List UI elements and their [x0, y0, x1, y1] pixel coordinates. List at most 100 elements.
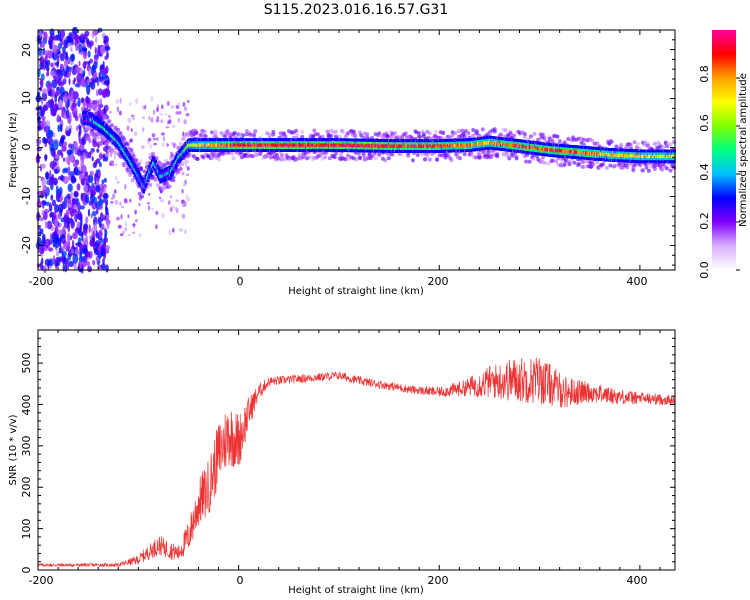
spectrogram-cell [117, 224, 122, 229]
spectrogram-cell [79, 39, 86, 44]
spectrogram-cell [94, 36, 98, 43]
spectrogram-cell [411, 158, 415, 163]
spectrogram-cell [44, 50, 51, 56]
spectrogram-cell [89, 43, 92, 50]
spectrogram-cell [69, 36, 73, 43]
spectrogram-cell [74, 34, 80, 45]
spectrogram-cell [51, 199, 57, 207]
spectrogram-cell [63, 176, 69, 184]
spectrogram-cell [231, 156, 236, 161]
spectrogram-cell [119, 233, 124, 237]
spectrogram-cell [541, 132, 545, 137]
spectrogram-cell [385, 134, 390, 139]
spectrogram-cell [155, 118, 160, 123]
spectrogram-cell [104, 156, 109, 162]
spectrogram-cell [418, 134, 423, 139]
spectrogram-cell [81, 47, 88, 52]
spectrogram-cell [68, 260, 74, 268]
spectrogram-cell [54, 204, 60, 213]
spectrogram-cell [512, 133, 517, 138]
spectrogram-cell [69, 112, 72, 122]
spectrogram-cell [52, 132, 56, 138]
spectrogram-cell [365, 132, 370, 137]
spectrogram-cell [54, 168, 59, 174]
spectrogram-cell [129, 149, 134, 154]
spectrogram-cell [315, 132, 320, 137]
spectrogram-cell [176, 170, 181, 175]
spectrogram-cell [79, 261, 82, 269]
spectrogram-cell [124, 183, 127, 190]
spectrogram-cell [46, 71, 50, 77]
spectrogram-cell [104, 45, 111, 52]
spectrogram-cell [490, 153, 495, 158]
spectrogram-cell [156, 107, 159, 112]
spectrogram-cell [44, 138, 48, 144]
spectrogram-cell [76, 72, 83, 83]
spectrogram-cell [95, 185, 101, 193]
spectrogram-cell [59, 99, 63, 108]
spectrogram-cell [96, 89, 99, 97]
spectrogram-cell [177, 117, 180, 123]
spectrogram-cell [78, 113, 82, 119]
spectrogram-cell [183, 200, 187, 207]
spectrogram-cell [88, 224, 91, 234]
spectrogram-cell [55, 256, 61, 267]
spectrogram-cell [423, 157, 427, 162]
spectrogram-cell [41, 177, 47, 188]
spectrogram-cell [100, 214, 106, 219]
spectrogram-cell [109, 162, 112, 166]
spectrogram-cell [166, 143, 169, 147]
spectrogram-cell [320, 134, 325, 139]
spectrogram-cell [78, 60, 81, 67]
spectrogram-cell [175, 111, 180, 115]
spectrogram-cell [80, 178, 86, 186]
spectrogram-x-tick-label: 200 [428, 275, 449, 288]
snr-x-tick-label: 0 [237, 574, 244, 587]
spectrogram-cell [421, 132, 426, 137]
spectrogram-cell [76, 221, 81, 229]
spectrogram-cell [595, 160, 600, 165]
spectrogram-cell [71, 209, 78, 214]
spectrogram-cell [338, 152, 343, 157]
spectrogram-cell [63, 214, 69, 223]
spectrogram-cell [312, 128, 317, 133]
spectrogram-cell [77, 237, 82, 244]
spectrogram-cell [72, 162, 79, 168]
spectrogram-cell [113, 151, 118, 155]
spectrogram-cell [72, 26, 78, 35]
spectrogram-cell [76, 183, 81, 191]
spectrogram-cell [100, 64, 104, 70]
spectrogram-cell [332, 155, 337, 160]
spectrogram-x-tick-label: 400 [627, 275, 648, 288]
spectrogram-cell [87, 103, 92, 108]
spectrogram-cell [434, 144, 438, 148]
spectrogram-cell [171, 124, 175, 128]
spectrogram-cell [181, 171, 185, 176]
spectrogram-cell [178, 141, 183, 146]
snr-frame [37, 329, 676, 571]
spectrogram-cell [85, 216, 89, 224]
spectrogram-cell [102, 258, 105, 265]
spectrogram-ticks [37, 29, 675, 270]
spectrogram-cell [71, 197, 76, 204]
spectrogram-cell [325, 129, 330, 134]
spectrogram-cell [164, 113, 168, 116]
spectrogram-cell [45, 171, 50, 180]
spectrogram-cell [39, 56, 45, 65]
spectrogram-cell [358, 155, 362, 160]
spectrogram-cell [86, 151, 89, 159]
spectrogram-cell [402, 144, 405, 148]
spectrogram-cell [103, 192, 109, 200]
spectrogram-cell [133, 131, 138, 137]
spectrogram-cell [49, 179, 53, 187]
spectrogram-cell [65, 109, 70, 119]
spectrogram-cell [39, 216, 44, 222]
spectrogram-cell [453, 131, 458, 136]
spectrogram-cell [522, 134, 527, 139]
spectrogram-cell [498, 132, 503, 137]
spectrogram-cell [672, 140, 677, 144]
spectrogram-cell [73, 77, 77, 82]
spectrogram-cell [327, 156, 332, 161]
spectrogram-cell [161, 104, 164, 110]
spectrogram-cell [58, 81, 64, 87]
